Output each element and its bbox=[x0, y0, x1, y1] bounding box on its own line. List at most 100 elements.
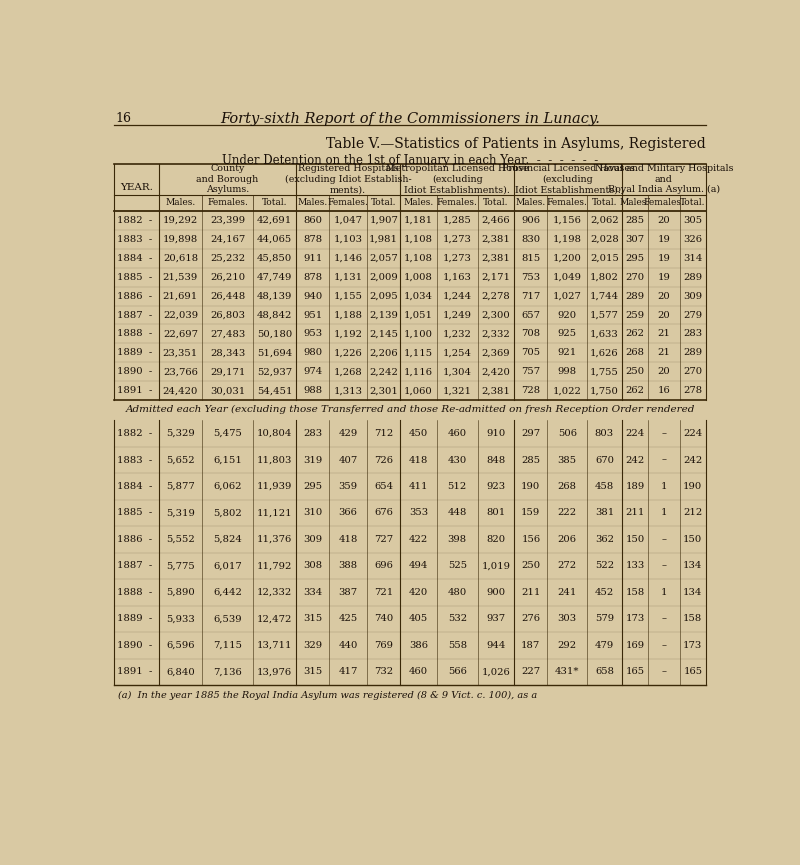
Text: 295: 295 bbox=[303, 482, 322, 491]
Text: 309: 309 bbox=[683, 292, 702, 300]
Text: 224: 224 bbox=[626, 429, 645, 438]
Text: 289: 289 bbox=[626, 292, 645, 300]
Text: 1882  -: 1882 - bbox=[117, 429, 152, 438]
Text: 23,766: 23,766 bbox=[163, 368, 198, 376]
Text: 5,329: 5,329 bbox=[166, 429, 194, 438]
Text: 5,824: 5,824 bbox=[213, 535, 242, 544]
Text: Total.: Total. bbox=[483, 198, 509, 208]
Text: 910: 910 bbox=[486, 429, 506, 438]
Text: 1,019: 1,019 bbox=[482, 561, 510, 570]
Text: Males.: Males. bbox=[298, 198, 328, 208]
Text: 425: 425 bbox=[338, 614, 358, 624]
Text: 830: 830 bbox=[522, 234, 540, 244]
Text: 452: 452 bbox=[594, 588, 614, 597]
Text: 26,448: 26,448 bbox=[210, 292, 245, 300]
Text: Total.: Total. bbox=[592, 198, 617, 208]
Text: 2,278: 2,278 bbox=[482, 292, 510, 300]
Text: Females.: Females. bbox=[546, 198, 588, 208]
Text: 310: 310 bbox=[303, 509, 322, 517]
Text: 937: 937 bbox=[486, 614, 506, 624]
Text: 7,115: 7,115 bbox=[213, 641, 242, 650]
Text: 158: 158 bbox=[683, 614, 702, 624]
Text: 158: 158 bbox=[626, 588, 645, 597]
Text: 326: 326 bbox=[683, 234, 702, 244]
Text: 30,031: 30,031 bbox=[210, 387, 245, 395]
Text: 278: 278 bbox=[683, 387, 702, 395]
Text: 5,890: 5,890 bbox=[166, 588, 194, 597]
Text: 1,008: 1,008 bbox=[404, 272, 433, 282]
Text: 21: 21 bbox=[658, 330, 670, 338]
Text: 1885  -: 1885 - bbox=[117, 509, 152, 517]
Text: 1891  -: 1891 - bbox=[117, 387, 153, 395]
Text: 272: 272 bbox=[558, 561, 577, 570]
Text: 1,273: 1,273 bbox=[443, 234, 472, 244]
Text: –: – bbox=[662, 429, 666, 438]
Text: 460: 460 bbox=[448, 429, 467, 438]
Text: 1,321: 1,321 bbox=[442, 387, 472, 395]
Text: 558: 558 bbox=[448, 641, 467, 650]
Text: 1,313: 1,313 bbox=[334, 387, 362, 395]
Text: 1,744: 1,744 bbox=[590, 292, 619, 300]
Text: 29,171: 29,171 bbox=[210, 368, 245, 376]
Text: 250: 250 bbox=[522, 561, 540, 570]
Text: 953: 953 bbox=[303, 330, 322, 338]
Text: 47,749: 47,749 bbox=[257, 272, 292, 282]
Text: 1,115: 1,115 bbox=[404, 349, 433, 357]
Text: 398: 398 bbox=[448, 535, 467, 544]
Text: 26,210: 26,210 bbox=[210, 272, 245, 282]
Text: 1884  -: 1884 - bbox=[117, 253, 153, 263]
Text: 769: 769 bbox=[374, 641, 394, 650]
Text: 440: 440 bbox=[338, 641, 358, 650]
Text: 1,108: 1,108 bbox=[404, 253, 433, 263]
Text: 1885  -: 1885 - bbox=[117, 272, 152, 282]
Text: 417: 417 bbox=[338, 668, 358, 676]
Text: 712: 712 bbox=[374, 429, 394, 438]
Text: 1,188: 1,188 bbox=[334, 311, 362, 319]
Text: 1,198: 1,198 bbox=[553, 234, 582, 244]
Text: 283: 283 bbox=[303, 429, 322, 438]
Text: 2,242: 2,242 bbox=[370, 368, 398, 376]
Text: 5,802: 5,802 bbox=[213, 509, 242, 517]
Text: 385: 385 bbox=[558, 456, 577, 465]
Text: 2,057: 2,057 bbox=[370, 253, 398, 263]
Text: 283: 283 bbox=[683, 330, 702, 338]
Text: 268: 268 bbox=[558, 482, 577, 491]
Text: 52,937: 52,937 bbox=[257, 368, 292, 376]
Text: 2,381: 2,381 bbox=[482, 387, 510, 395]
Text: 2,300: 2,300 bbox=[482, 311, 510, 319]
Text: 2,015: 2,015 bbox=[590, 253, 619, 263]
Text: 1,304: 1,304 bbox=[442, 368, 472, 376]
Text: 20,618: 20,618 bbox=[163, 253, 198, 263]
Text: 2,301: 2,301 bbox=[370, 387, 398, 395]
Text: 12,472: 12,472 bbox=[257, 614, 292, 624]
Text: YEAR.: YEAR. bbox=[120, 183, 153, 192]
Text: 259: 259 bbox=[626, 311, 645, 319]
Text: 12,332: 12,332 bbox=[257, 588, 292, 597]
Text: 5,877: 5,877 bbox=[166, 482, 194, 491]
Text: 1,981: 1,981 bbox=[370, 234, 398, 244]
Text: (a)  In the year 1885 the Royal India Asylum was registered (8 & 9 Vict. c. 100): (a) In the year 1885 the Royal India Asy… bbox=[118, 691, 537, 701]
Text: 242: 242 bbox=[683, 456, 702, 465]
Text: 270: 270 bbox=[683, 368, 702, 376]
Text: 1,051: 1,051 bbox=[404, 311, 433, 319]
Text: 19,898: 19,898 bbox=[162, 234, 198, 244]
Text: 212: 212 bbox=[683, 509, 702, 517]
Text: 1,108: 1,108 bbox=[404, 234, 433, 244]
Text: 815: 815 bbox=[522, 253, 541, 263]
Text: 1,273: 1,273 bbox=[443, 253, 472, 263]
Text: 1,750: 1,750 bbox=[590, 387, 619, 395]
Text: 6,442: 6,442 bbox=[213, 588, 242, 597]
Text: 23,351: 23,351 bbox=[162, 349, 198, 357]
Text: Registered Hospitals
(excluding Idiot Establish-
ments).: Registered Hospitals (excluding Idiot Es… bbox=[285, 164, 411, 195]
Text: 848: 848 bbox=[486, 456, 506, 465]
Text: 19,292: 19,292 bbox=[162, 215, 198, 225]
Text: Total.: Total. bbox=[371, 198, 397, 208]
Text: 22,039: 22,039 bbox=[163, 311, 198, 319]
Text: 1890  -: 1890 - bbox=[117, 368, 152, 376]
Text: 262: 262 bbox=[626, 387, 645, 395]
Text: 1,060: 1,060 bbox=[404, 387, 433, 395]
Text: 134: 134 bbox=[683, 588, 702, 597]
Text: 156: 156 bbox=[522, 535, 540, 544]
Text: 353: 353 bbox=[409, 509, 428, 517]
Text: 418: 418 bbox=[338, 535, 358, 544]
